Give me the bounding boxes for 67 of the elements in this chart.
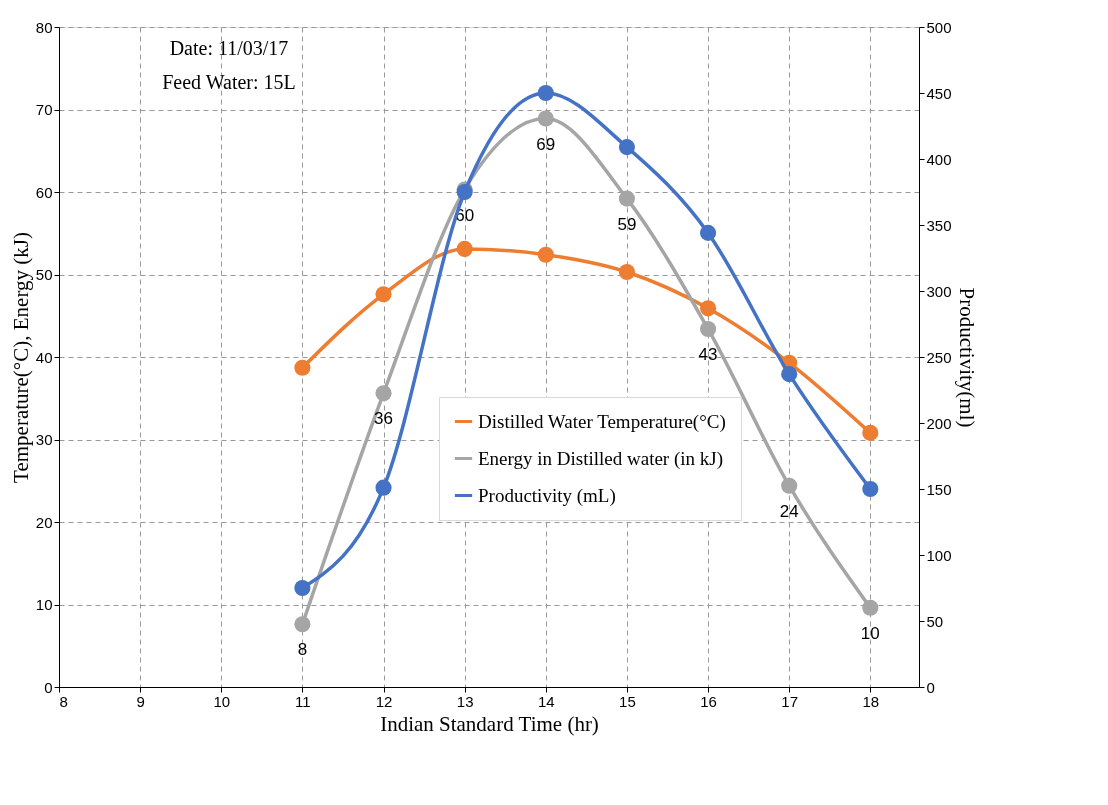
point <box>537 110 554 127</box>
data-label: 8 <box>297 640 308 660</box>
y-tick-label: 40 <box>35 348 53 366</box>
y2-tick-label: 350 <box>926 216 952 234</box>
point <box>375 385 392 402</box>
point <box>862 599 879 616</box>
y-tick-label: 30 <box>35 431 53 448</box>
data-label: 10 <box>860 623 880 643</box>
x-tick-label: 12 <box>375 692 393 710</box>
x-tick-label: 9 <box>136 692 145 710</box>
x-axis-title: Indian Standard Time (hr) <box>380 711 599 736</box>
y2-tick-label: 200 <box>926 414 952 432</box>
point <box>618 190 635 207</box>
x-tick-label: 14 <box>537 692 555 710</box>
x-tick-label: 17 <box>781 692 799 710</box>
x-tick-label: 16 <box>700 692 717 710</box>
y-tick-label: 20 <box>35 513 53 531</box>
data-label: 24 <box>779 501 799 521</box>
y-tick-label: 50 <box>35 266 53 283</box>
point <box>699 224 717 241</box>
y2-tick-label: 250 <box>926 348 952 366</box>
point <box>537 246 554 263</box>
x-tick-label: 11 <box>295 692 311 710</box>
y2-tick-label: 500 <box>926 18 952 36</box>
y2-tick-label: 300 <box>926 282 952 300</box>
legend-label: Energy in Distilled water (in kJ) <box>478 447 724 470</box>
point <box>375 479 392 496</box>
data-label: 59 <box>617 214 637 234</box>
point <box>375 286 392 303</box>
y-tick-label: 80 <box>35 18 53 36</box>
y2-tick-label: 450 <box>926 84 952 102</box>
y2-tick-label: 150 <box>926 480 952 498</box>
x-tick-label: 13 <box>456 692 474 710</box>
legend-label: Productivity (mL) <box>478 484 616 507</box>
y-tick-label: 70 <box>35 101 53 118</box>
point <box>537 84 554 102</box>
x-tick-label: 10 <box>213 692 231 710</box>
y-tick-label: 60 <box>35 183 53 201</box>
data-label: 69 <box>536 134 556 154</box>
data-label: 36 <box>374 409 393 429</box>
y-axis-title: Temperature(°C), Energy (kJ) <box>8 232 33 483</box>
annotation: Feed Water: 15L <box>162 71 296 93</box>
point <box>618 139 635 156</box>
y2-tick-label: 50 <box>926 612 944 630</box>
point <box>294 616 311 633</box>
point <box>294 359 311 376</box>
point <box>781 366 798 383</box>
annotation: Date: 11/03/17 <box>169 37 289 59</box>
y2-axis-title: Productivity(ml) <box>954 287 979 428</box>
point <box>618 263 635 281</box>
legend-label: Distilled Water Temperature(°C) <box>478 410 726 433</box>
point <box>862 424 879 441</box>
data-label: 43 <box>698 344 718 364</box>
y-tick-label: 10 <box>35 596 53 613</box>
x-tick-label: 8 <box>59 692 68 710</box>
point <box>699 320 717 337</box>
point <box>456 240 473 257</box>
x-tick-label: 18 <box>862 692 880 710</box>
point <box>699 300 717 317</box>
point <box>862 480 879 498</box>
y2-tick-label: 400 <box>926 150 952 168</box>
y2-tick-label: 100 <box>926 546 952 564</box>
point <box>294 579 311 597</box>
x-tick-label: 15 <box>619 692 636 710</box>
y-tick-label: 0 <box>44 678 53 696</box>
point <box>781 477 798 494</box>
y2-tick-label: 0 <box>926 678 935 696</box>
